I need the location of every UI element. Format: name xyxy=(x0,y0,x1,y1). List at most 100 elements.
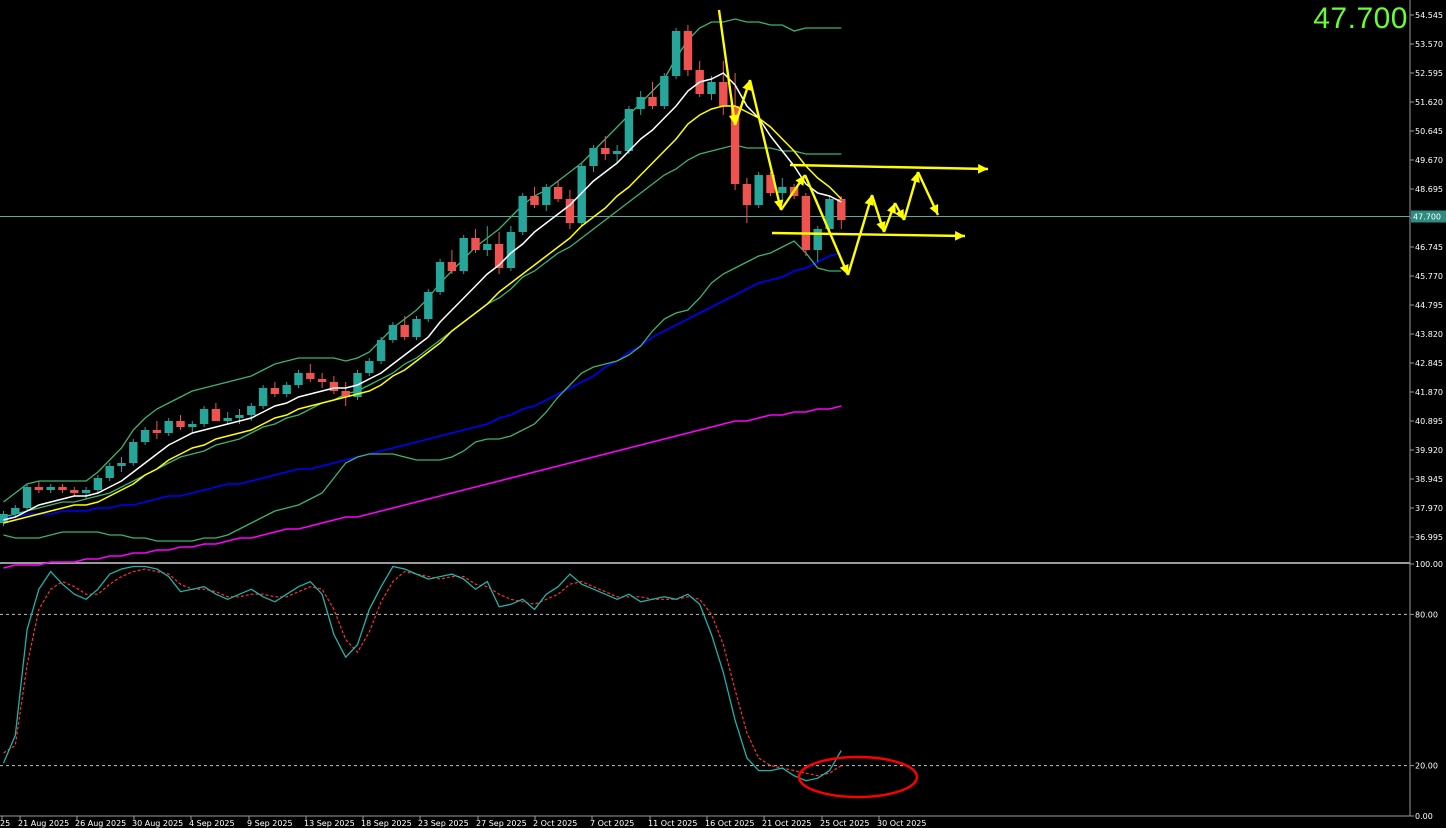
candle-body[interactable] xyxy=(258,388,268,406)
current-price-tag xyxy=(1411,210,1446,223)
osc-y-tick-label: 100.00 xyxy=(1415,560,1443,569)
candle-body[interactable] xyxy=(636,97,645,109)
candle-body[interactable] xyxy=(223,418,232,421)
x-tick-label: 11 Oct 2025 xyxy=(648,819,697,828)
candle-body[interactable] xyxy=(801,196,811,250)
x-tick-label: 9 Sep 2025 xyxy=(247,819,293,828)
candle-body[interactable] xyxy=(412,319,421,337)
x-tick-label: 26 Aug 2025 xyxy=(75,819,126,828)
candle-body[interactable] xyxy=(778,187,787,193)
annotation-arrow-drop-3 xyxy=(803,174,850,276)
annotation-support-line-head xyxy=(955,231,965,241)
candle-body[interactable] xyxy=(176,421,185,427)
candle-body[interactable] xyxy=(376,340,386,361)
candle-body[interactable] xyxy=(424,292,433,319)
candle-body[interactable] xyxy=(471,238,480,250)
candle-body[interactable] xyxy=(742,184,752,205)
y-tick-label: 37.970 xyxy=(1415,504,1443,513)
candle-body[interactable] xyxy=(553,187,563,199)
candle-body[interactable] xyxy=(730,106,740,184)
candle-body[interactable] xyxy=(447,262,457,271)
candle-body[interactable] xyxy=(294,373,303,385)
candle-body[interactable] xyxy=(435,262,445,292)
ma-long-line xyxy=(3,252,842,518)
candle-body[interactable] xyxy=(601,148,610,154)
candle-body[interactable] xyxy=(270,388,280,394)
candle-body[interactable] xyxy=(459,238,468,271)
x-tick-label: 30 Oct 2025 xyxy=(877,819,926,828)
candle-body[interactable] xyxy=(341,391,350,397)
ma-longest-line xyxy=(3,405,842,569)
candle-body[interactable] xyxy=(365,361,374,373)
candle-body[interactable] xyxy=(306,373,315,379)
candle-body[interactable] xyxy=(530,196,539,205)
bollinger-lower-line xyxy=(3,240,842,542)
candle-body[interactable] xyxy=(506,232,516,268)
y-tick-label: 49.670 xyxy=(1415,156,1443,165)
x-tick-label: 7 Oct 2025 xyxy=(590,819,634,828)
candle-body[interactable] xyxy=(46,487,55,490)
current-price-tag-label: 47.700 xyxy=(1413,213,1441,222)
y-tick-label: 43.820 xyxy=(1415,330,1443,339)
y-tick-label: 48.695 xyxy=(1415,185,1443,194)
candle-body[interactable] xyxy=(211,409,221,421)
stoch-main-line xyxy=(2,565,842,782)
candle-body[interactable] xyxy=(105,466,114,478)
candle-body[interactable] xyxy=(81,490,91,493)
candle-body[interactable] xyxy=(612,151,622,154)
candle-body[interactable] xyxy=(754,175,763,205)
candle-body[interactable] xyxy=(188,424,197,427)
candle-body[interactable] xyxy=(707,82,716,94)
candle-body[interactable] xyxy=(129,442,138,463)
y-tick-label: 51.620 xyxy=(1415,98,1443,107)
candle-body[interactable] xyxy=(683,31,693,70)
candle-body[interactable] xyxy=(34,487,44,490)
candle-body[interactable] xyxy=(93,478,103,490)
candle-body[interactable] xyxy=(199,409,209,424)
candle-body[interactable] xyxy=(70,490,79,493)
candle-body[interactable] xyxy=(624,109,634,151)
candle-body[interactable] xyxy=(577,166,586,223)
candle-body[interactable] xyxy=(825,199,834,229)
candle-body[interactable] xyxy=(648,97,657,106)
candle-body[interactable] xyxy=(164,421,173,433)
candle-body[interactable] xyxy=(388,325,398,340)
candle-body[interactable] xyxy=(117,463,126,466)
candle-body[interactable] xyxy=(766,175,775,193)
x-tick-label: 27 Sep 2025 xyxy=(476,819,527,828)
y-tick-label: 41.870 xyxy=(1415,388,1443,397)
annotation-arrow-up-2-head xyxy=(910,172,920,183)
candle-body[interactable] xyxy=(494,244,504,268)
candle-body[interactable] xyxy=(140,430,150,442)
candle-body[interactable] xyxy=(589,148,598,166)
candle-body[interactable] xyxy=(22,487,32,508)
osc-y-tick-label: 80.00 xyxy=(1415,610,1438,619)
candle-body[interactable] xyxy=(317,379,327,382)
annotation-arrow-drop-3-head xyxy=(839,264,849,275)
candle-body[interactable] xyxy=(247,406,256,415)
candle-body[interactable] xyxy=(329,382,339,391)
annotation-arrow-dip-3-head xyxy=(929,204,939,215)
annotation-arrow-drop-1 xyxy=(717,9,737,126)
x-tick-label: 2 Oct 2025 xyxy=(533,819,577,828)
candle-body[interactable] xyxy=(152,430,162,433)
candle-body[interactable] xyxy=(813,229,822,250)
candle-body[interactable] xyxy=(565,199,575,223)
candle-body[interactable] xyxy=(58,487,67,490)
candle-body[interactable] xyxy=(235,415,244,418)
candle-body[interactable] xyxy=(483,244,492,250)
annotation-resistance-line xyxy=(789,163,989,171)
x-tick-label: 21 Oct 2025 xyxy=(762,819,811,828)
x-tick-label: 16 Oct 2025 xyxy=(705,819,754,828)
candle-body[interactable] xyxy=(400,325,409,337)
candle-body[interactable] xyxy=(660,76,669,106)
candle-body[interactable] xyxy=(0,514,8,523)
candle-body[interactable] xyxy=(542,187,551,205)
candle-body[interactable] xyxy=(837,199,846,220)
candle-body[interactable] xyxy=(719,82,728,106)
candle-body[interactable] xyxy=(671,31,681,76)
candle-body[interactable] xyxy=(282,385,291,394)
candle-body[interactable] xyxy=(11,508,20,514)
candle-body[interactable] xyxy=(518,196,527,232)
